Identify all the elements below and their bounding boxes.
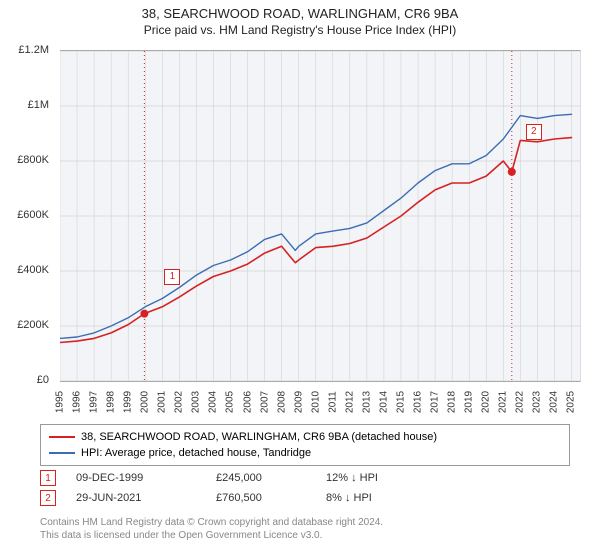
x-tick-label: 2004 [208,391,219,413]
x-tick-label: 2013 [361,391,372,413]
x-tick-label: 2003 [191,391,202,413]
x-axis: 1995199619971998199920002001200220032004… [60,384,580,424]
sale-row: 1 09-DEC-1999£245,00012% ↓ HPI [40,468,570,488]
x-tick-label: 2011 [327,391,338,413]
x-tick-label: 1996 [72,391,83,413]
x-tick-label: 2010 [310,391,321,413]
title-block: 38, SEARCHWOOD ROAD, WARLINGHAM, CR6 9BA… [0,0,600,37]
y-tick-label: £400K [17,264,49,276]
y-tick-label: £200K [17,319,49,331]
x-tick-label: 2001 [157,391,168,413]
sale-row: 2 29-JUN-2021£760,5008% ↓ HPI [40,488,570,508]
x-tick-label: 2014 [378,391,389,413]
sale-diff: 8% ↓ HPI [326,492,446,504]
attribution-line-2: This data is licensed under the Open Gov… [40,529,570,542]
title-main: 38, SEARCHWOOD ROAD, WARLINGHAM, CR6 9BA [0,6,600,21]
sale-diff: 12% ↓ HPI [326,472,446,484]
x-tick-label: 2016 [413,391,424,413]
x-tick-label: 2007 [259,391,270,413]
x-tick-label: 2017 [430,391,441,413]
y-tick-label: £1.2M [18,44,49,56]
x-tick-label: 2019 [464,391,475,413]
attribution-line-1: Contains HM Land Registry data © Crown c… [40,516,570,529]
sale-date: 09-DEC-1999 [76,472,216,484]
x-tick-label: 2023 [532,391,543,413]
x-tick-label: 2015 [395,391,406,413]
legend: 38, SEARCHWOOD ROAD, WARLINGHAM, CR6 9BA… [40,424,570,466]
y-tick-label: £600K [17,209,49,221]
x-tick-label: 1995 [55,391,66,413]
title-sub: Price paid vs. HM Land Registry's House … [0,23,600,37]
x-tick-label: 1997 [89,391,100,413]
sale-point-1 [140,310,148,318]
x-tick-label: 2025 [566,391,577,413]
sale-price: £760,500 [216,492,326,504]
legend-item: 38, SEARCHWOOD ROAD, WARLINGHAM, CR6 9BA… [49,429,561,445]
x-tick-label: 2018 [447,391,458,413]
attribution: Contains HM Land Registry data © Crown c… [40,516,570,542]
x-tick-label: 2012 [344,391,355,413]
x-tick-label: 2000 [140,391,151,413]
x-tick-label: 2005 [225,391,236,413]
sale-marker-box-2: 2 [526,124,542,140]
legend-swatch [49,452,75,454]
sale-date: 29-JUN-2021 [76,492,216,504]
x-tick-label: 1998 [106,391,117,413]
sale-point-2 [508,168,516,176]
x-tick-label: 2009 [293,391,304,413]
legend-label: 38, SEARCHWOOD ROAD, WARLINGHAM, CR6 9BA… [81,431,437,443]
x-tick-label: 2024 [549,391,560,413]
x-tick-label: 2020 [481,391,492,413]
legend-label: HPI: Average price, detached house, Tand… [81,447,311,459]
x-tick-label: 2008 [276,391,287,413]
plot-svg [60,51,580,381]
legend-item: HPI: Average price, detached house, Tand… [49,445,561,461]
x-tick-label: 1999 [123,391,134,413]
sale-marker: 2 [40,490,56,506]
y-axis: £0£200K£400K£600K£800K£1M£1.2M [0,50,55,380]
sale-marker-box-1: 1 [164,269,180,285]
y-tick-label: £0 [37,374,49,386]
plot-area: 12 [60,50,581,382]
sales-table: 1 09-DEC-1999£245,00012% ↓ HPI 2 29-JUN-202… [40,468,570,508]
x-tick-label: 2006 [242,391,253,413]
y-tick-label: £1M [28,99,49,111]
y-tick-label: £800K [17,154,49,166]
x-tick-label: 2021 [498,391,509,413]
x-tick-label: 2002 [174,391,185,413]
sale-marker: 1 [40,470,56,486]
sale-price: £245,000 [216,472,326,484]
legend-swatch [49,436,75,438]
x-tick-label: 2022 [515,391,526,413]
chart-container: 38, SEARCHWOOD ROAD, WARLINGHAM, CR6 9BA… [0,0,600,560]
